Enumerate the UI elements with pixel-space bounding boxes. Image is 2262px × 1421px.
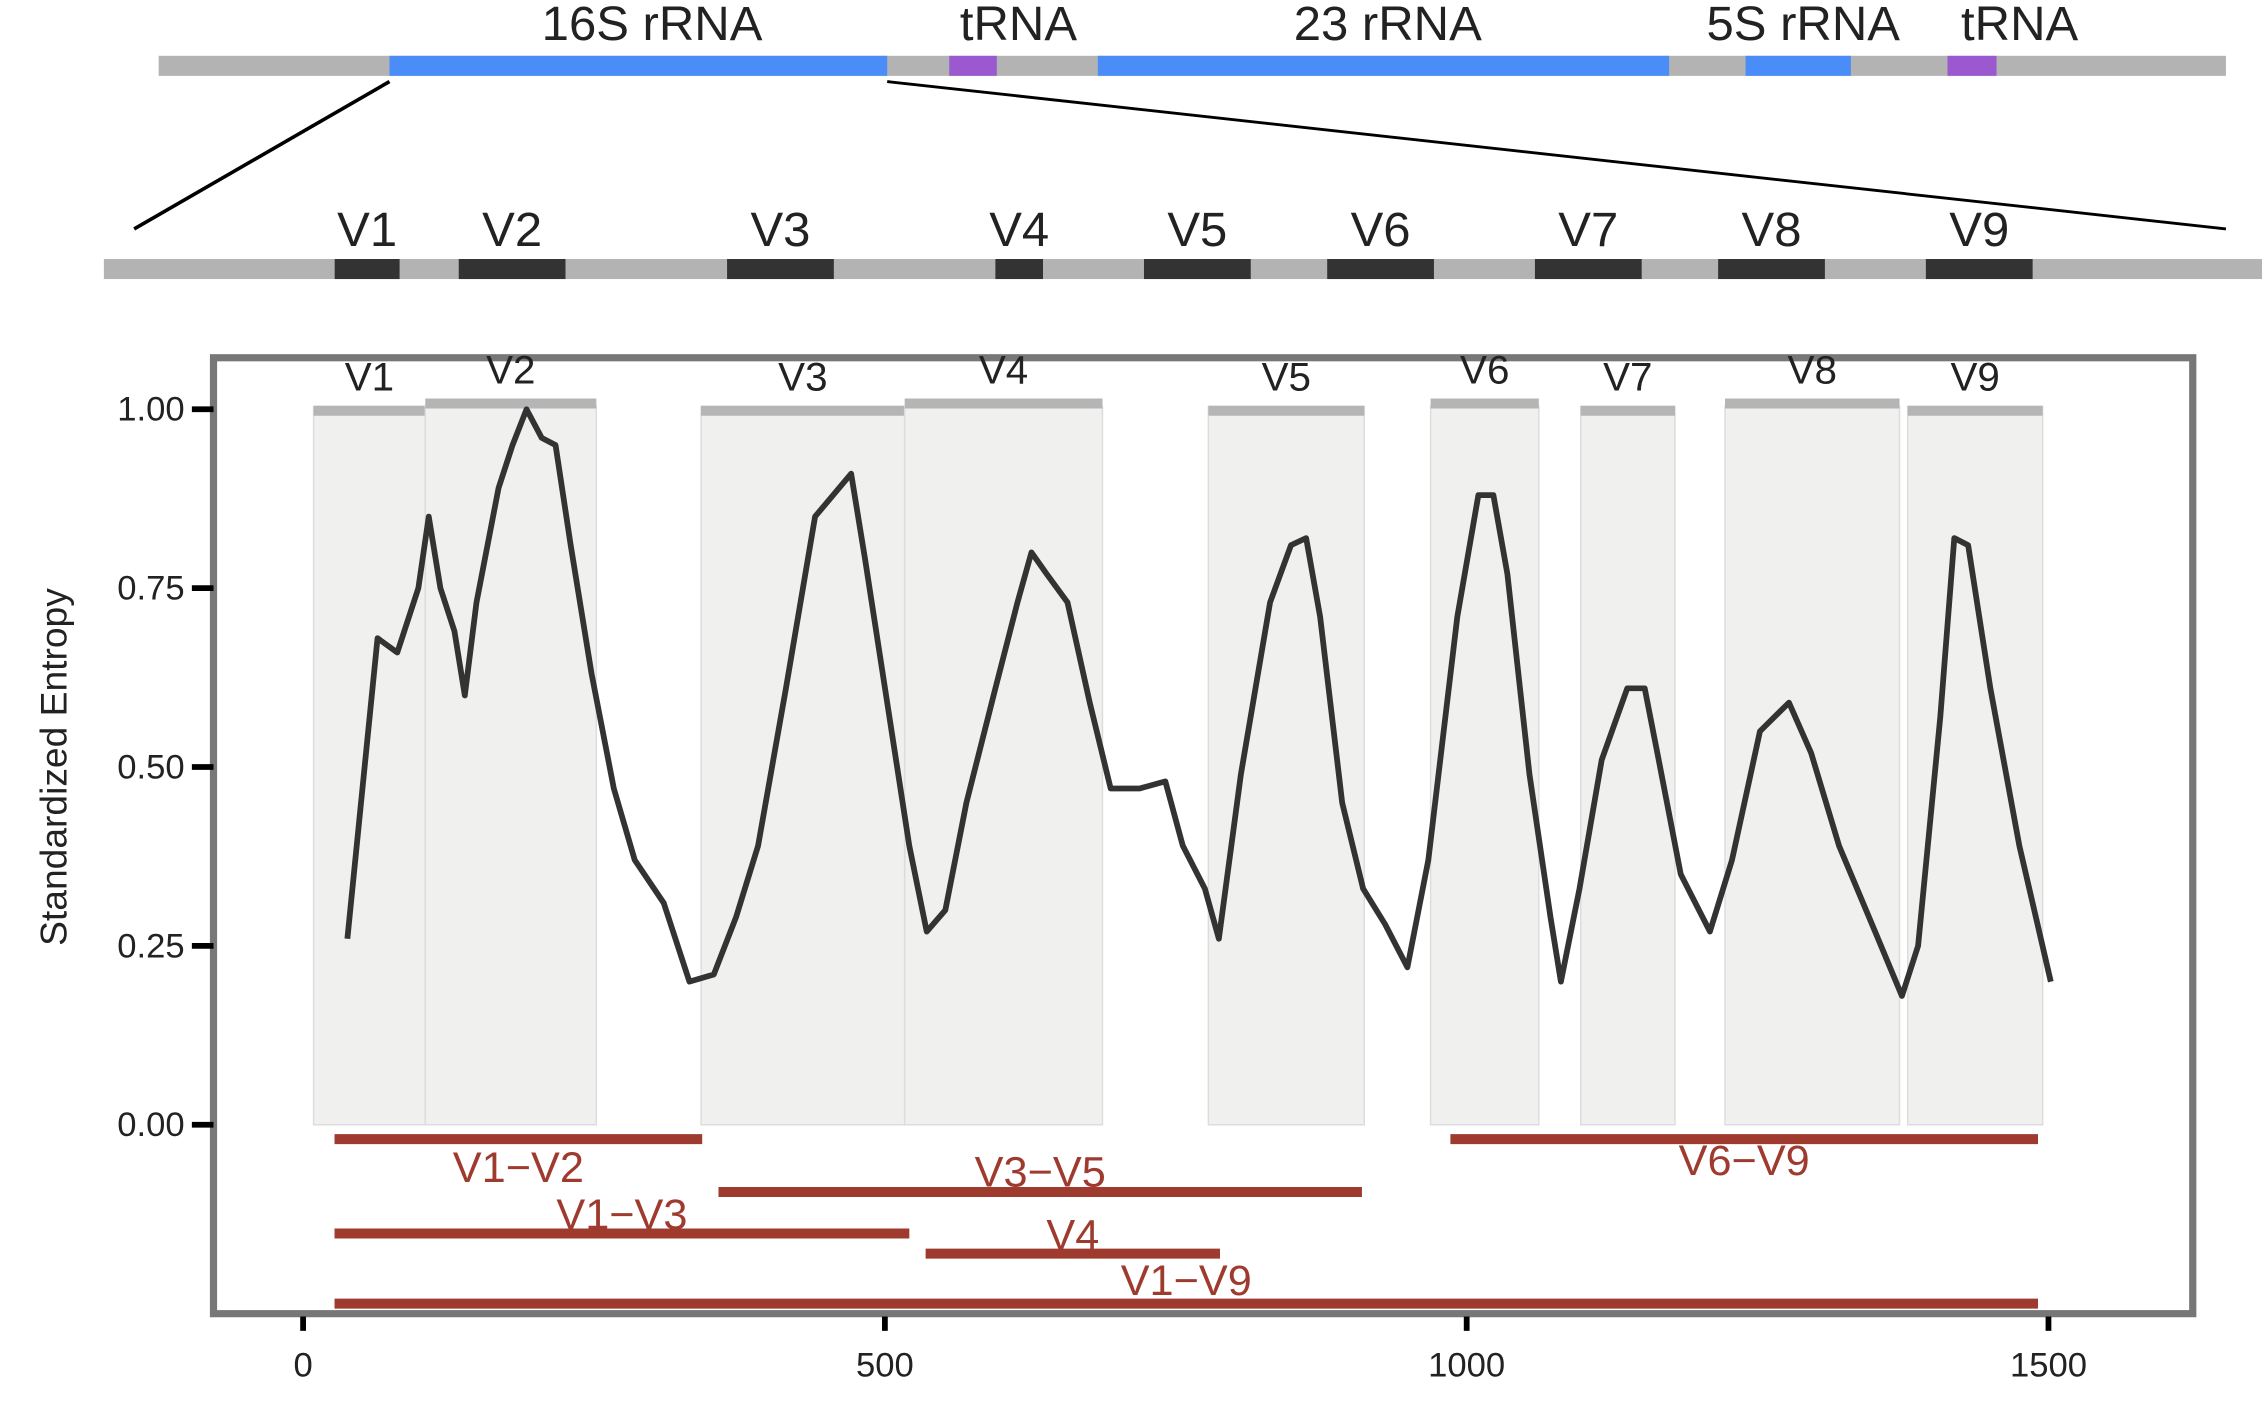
region-shade — [1207, 405, 1366, 1126]
region-label: V5 — [1262, 355, 1311, 400]
plot-frame — [209, 354, 2197, 1318]
region-shade — [424, 405, 598, 1126]
region-label: V5 — [1167, 203, 1227, 257]
region-label: V9 — [1949, 203, 2009, 257]
region-box — [727, 259, 834, 280]
amplicon-label: V1−V3 — [556, 1191, 687, 1239]
region-shade — [312, 405, 426, 1126]
y-tick-label: 0.75 — [117, 570, 184, 608]
zoom-line — [887, 80, 2227, 231]
region-label: V6 — [1351, 203, 1411, 257]
region-label: V1 — [337, 203, 397, 257]
region-box — [1718, 259, 1825, 280]
region-label: V7 — [1558, 203, 1618, 257]
region-shade — [903, 405, 1104, 1126]
gene-label: 5S rRNA — [1707, 0, 1901, 51]
gene-label: tRNA — [1961, 0, 2079, 51]
amplicon-label: V6−V9 — [1679, 1137, 1810, 1185]
y-tick-label: 0.25 — [117, 927, 184, 965]
x-tick-label: 1000 — [1428, 1347, 1505, 1385]
region-label: V4 — [989, 203, 1049, 257]
gene-16s — [389, 55, 888, 76]
region-label: V1 — [345, 355, 394, 400]
region-box — [458, 259, 566, 280]
x-tick-label: 0 — [293, 1347, 312, 1385]
y-tick-label: 0.50 — [117, 749, 184, 787]
amplicon-label: V3−V5 — [975, 1148, 1106, 1196]
gene-trna — [949, 55, 997, 76]
gene-label: 23 rRNA — [1294, 0, 1482, 51]
gene-5s — [1745, 55, 1851, 76]
amplicon-label: V1−V9 — [1121, 1257, 1252, 1305]
region-box — [1534, 259, 1642, 280]
region-shade — [1906, 405, 2044, 1126]
gene-23s — [1097, 55, 1670, 76]
region-shade — [700, 405, 906, 1126]
region-label: V3 — [778, 355, 827, 400]
region-box — [995, 259, 1044, 280]
zoom-line — [133, 80, 391, 231]
entropy-line — [344, 406, 2054, 999]
y-tick-label: 0.00 — [117, 1106, 184, 1144]
x-tick-label: 1500 — [2010, 1347, 2087, 1385]
region-label: V9 — [1950, 355, 1999, 400]
gene-label: 16S rRNA — [542, 0, 763, 51]
region-shade — [1429, 405, 1540, 1126]
x-tick-label: 500 — [856, 1347, 914, 1385]
region-box — [1327, 259, 1434, 280]
y-axis-label: Standardized Entropy — [32, 588, 74, 946]
region-box — [1925, 259, 2033, 280]
region-label: V2 — [486, 348, 535, 393]
region-label: V3 — [750, 203, 810, 257]
amplicon-label: V1−V2 — [453, 1144, 584, 1192]
region-label: V6 — [1460, 348, 1509, 393]
region-box — [334, 259, 400, 280]
region-label: V8 — [1788, 348, 1837, 393]
amplicon-label: V4 — [1046, 1211, 1099, 1259]
gene-label: tRNA — [960, 0, 1078, 51]
y-tick-label: 1.00 — [117, 391, 184, 429]
region-label: V4 — [979, 348, 1028, 393]
region-box — [1143, 259, 1251, 280]
region-label: V7 — [1603, 355, 1652, 400]
gene-trna — [1947, 55, 1997, 76]
region-label: V2 — [482, 203, 542, 257]
region-label: V8 — [1742, 203, 1802, 257]
